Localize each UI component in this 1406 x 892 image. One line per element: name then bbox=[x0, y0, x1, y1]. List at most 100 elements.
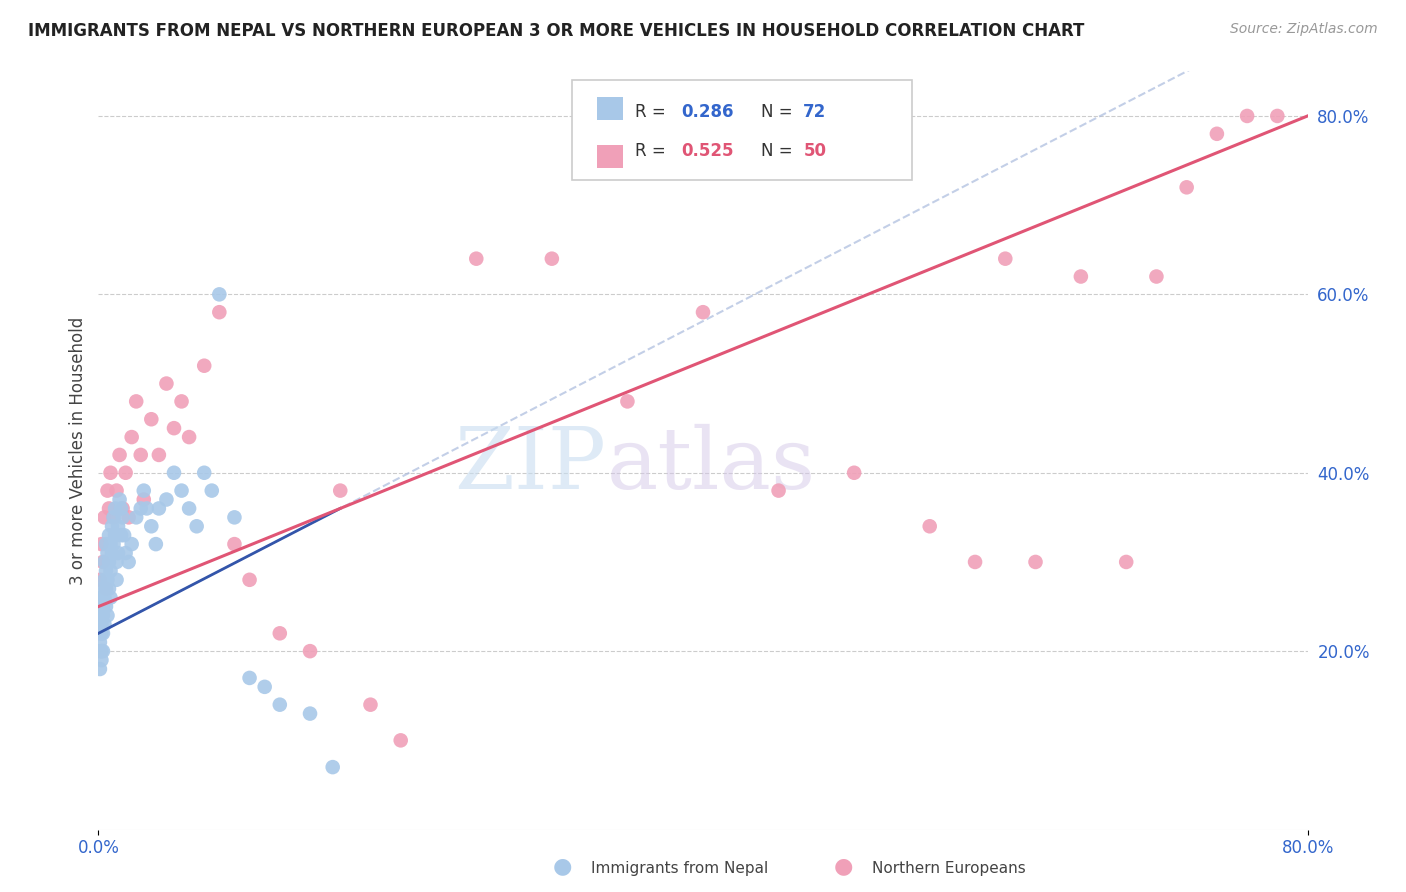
Text: 0.286: 0.286 bbox=[682, 103, 734, 120]
FancyBboxPatch shape bbox=[596, 145, 623, 169]
Point bbox=[90, 653, 112, 667]
Point bbox=[1175, 180, 1198, 194]
Point bbox=[299, 706, 322, 721]
Point bbox=[103, 510, 125, 524]
Point bbox=[105, 555, 128, 569]
Point bbox=[98, 555, 121, 569]
Point bbox=[616, 394, 638, 409]
Point bbox=[96, 573, 118, 587]
Point bbox=[94, 582, 117, 596]
Point bbox=[179, 430, 201, 444]
Point bbox=[1115, 555, 1137, 569]
Point bbox=[118, 555, 141, 569]
Point bbox=[965, 555, 987, 569]
Point bbox=[101, 519, 124, 533]
Point bbox=[96, 546, 118, 560]
Point bbox=[90, 617, 112, 632]
Point bbox=[224, 510, 246, 524]
Point bbox=[108, 492, 131, 507]
Point bbox=[329, 483, 352, 498]
Point bbox=[118, 510, 141, 524]
Point bbox=[100, 591, 122, 605]
Text: Northern Europeans: Northern Europeans bbox=[872, 861, 1025, 876]
Point bbox=[918, 519, 941, 533]
Point bbox=[89, 635, 111, 649]
Text: Immigrants from Nepal: Immigrants from Nepal bbox=[591, 861, 768, 876]
Point bbox=[1206, 127, 1229, 141]
Point bbox=[108, 448, 131, 462]
Point bbox=[269, 626, 291, 640]
Point bbox=[125, 394, 148, 409]
Point bbox=[201, 483, 224, 498]
Point bbox=[90, 626, 112, 640]
Point bbox=[93, 617, 115, 632]
Point bbox=[170, 394, 193, 409]
Text: Source: ZipAtlas.com: Source: ZipAtlas.com bbox=[1230, 22, 1378, 37]
Point bbox=[89, 662, 111, 676]
Point bbox=[94, 564, 117, 578]
Point bbox=[103, 537, 125, 551]
Point bbox=[163, 466, 186, 480]
Point bbox=[125, 510, 148, 524]
Point bbox=[90, 591, 112, 605]
Text: N =: N = bbox=[761, 103, 799, 120]
Point bbox=[132, 492, 155, 507]
Point bbox=[94, 537, 117, 551]
Point bbox=[91, 644, 114, 658]
Point bbox=[148, 501, 170, 516]
Point bbox=[179, 501, 201, 516]
Point bbox=[98, 582, 121, 596]
Point bbox=[114, 466, 136, 480]
Point bbox=[208, 305, 231, 319]
Point bbox=[224, 537, 246, 551]
Point bbox=[93, 510, 115, 524]
Point bbox=[193, 466, 215, 480]
Point bbox=[93, 555, 115, 569]
Point bbox=[1070, 269, 1092, 284]
Point bbox=[90, 599, 112, 614]
Text: atlas: atlas bbox=[606, 424, 815, 508]
Point bbox=[540, 252, 562, 266]
Text: 72: 72 bbox=[803, 103, 827, 120]
Point bbox=[105, 483, 128, 498]
Text: R =: R = bbox=[636, 103, 671, 120]
Point bbox=[103, 510, 125, 524]
Point bbox=[111, 510, 134, 524]
Point bbox=[91, 626, 114, 640]
Point bbox=[360, 698, 382, 712]
Point bbox=[112, 528, 135, 542]
Point bbox=[93, 573, 115, 587]
Point bbox=[1144, 269, 1167, 284]
Point bbox=[107, 546, 129, 560]
Point bbox=[100, 466, 122, 480]
Point bbox=[110, 501, 132, 516]
Point bbox=[129, 448, 152, 462]
Text: N =: N = bbox=[761, 142, 799, 160]
Point bbox=[98, 528, 121, 542]
Text: ZIP: ZIP bbox=[454, 424, 606, 508]
Point bbox=[145, 537, 167, 551]
Point bbox=[89, 573, 111, 587]
Point bbox=[96, 483, 118, 498]
Point bbox=[148, 448, 170, 462]
Point bbox=[89, 608, 111, 623]
Point bbox=[1024, 555, 1046, 569]
Point bbox=[107, 519, 129, 533]
Point bbox=[91, 555, 114, 569]
Point bbox=[1236, 109, 1258, 123]
Point bbox=[91, 608, 114, 623]
Point bbox=[100, 564, 122, 578]
Point bbox=[91, 582, 114, 596]
Point bbox=[193, 359, 215, 373]
Y-axis label: 3 or more Vehicles in Household: 3 or more Vehicles in Household bbox=[69, 317, 87, 584]
Point bbox=[104, 528, 127, 542]
Text: R =: R = bbox=[636, 142, 671, 160]
Point bbox=[121, 430, 143, 444]
Point bbox=[111, 501, 134, 516]
Point bbox=[90, 537, 112, 551]
Point bbox=[692, 305, 714, 319]
Point bbox=[104, 501, 127, 516]
Text: ●: ● bbox=[553, 856, 572, 876]
Point bbox=[1267, 109, 1289, 123]
Point bbox=[141, 519, 163, 533]
